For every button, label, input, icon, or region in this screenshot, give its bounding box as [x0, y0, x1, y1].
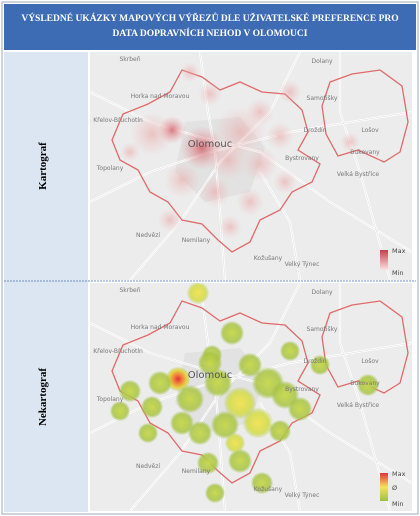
legend-scale	[380, 250, 388, 270]
city-label: Olomouc	[188, 370, 232, 381]
place-label: Nemilany	[182, 468, 211, 475]
place-label: Kožušany	[254, 486, 283, 493]
heat-spot	[119, 380, 141, 402]
place-label: Skrbeň	[119, 287, 140, 294]
map-area: Skrbeň Horka nad Moravou Dolany Samotišky Kř…	[90, 52, 412, 280]
map-panel: Skrbeň Horka nad Moravou Dolany Samotišky Kř…	[90, 52, 412, 280]
row-label: Kartograf	[37, 142, 49, 190]
place-label: Bystrovany	[285, 155, 319, 162]
place-label: Křelov-Břuchotín	[93, 348, 143, 355]
heat-spot	[204, 369, 232, 397]
heat-spot	[180, 62, 200, 82]
heat-spot	[340, 132, 360, 152]
heat-spot	[228, 449, 252, 473]
heat-spot	[225, 433, 245, 453]
heat-spot	[130, 112, 174, 156]
heat-spot	[205, 483, 225, 503]
place-label: Nedvězí	[136, 463, 160, 470]
heat-spot	[220, 321, 244, 345]
place-label: Bukovany	[350, 380, 380, 387]
heat-spot	[199, 176, 231, 208]
title: VÝSLEDNÉ UKÁZKY MAPOVÝCH VÝŘEZŮ DLE UŽIV…	[21, 11, 398, 39]
road-edge	[90, 322, 412, 484]
legend-label: Min	[392, 269, 404, 277]
place-label: Dolany	[312, 289, 333, 296]
place-label: Kožušany	[254, 255, 283, 262]
heat-spot	[224, 387, 256, 419]
place-label: Nemilany	[182, 237, 211, 244]
legend-scale	[380, 473, 388, 501]
legend-label: Max	[392, 470, 406, 478]
heat-spot	[110, 401, 130, 421]
heat-spot	[148, 371, 172, 395]
road-edge	[339, 283, 391, 511]
heat-spot	[197, 452, 219, 474]
place-label: Nedvězí	[136, 232, 160, 239]
heat-spot	[280, 341, 300, 361]
row-label: Nekartograf	[37, 368, 49, 426]
heat-spot	[188, 421, 212, 445]
legend-label: Min	[392, 500, 404, 508]
place-label: Lošov	[361, 127, 379, 134]
district-boundary	[321, 69, 409, 163]
heat-spot	[288, 397, 312, 421]
heat-spot	[357, 374, 379, 396]
place-label: Lošov	[361, 358, 379, 365]
map-panel: Skrbeň Horka nad Moravou Dolany Samotišky Kř…	[90, 283, 412, 511]
place-label: Droždín	[303, 358, 326, 365]
place-label: Velká Bystřice	[337, 171, 380, 178]
heat-spot	[236, 188, 264, 216]
heat-spot	[310, 355, 330, 375]
heat-spot	[211, 411, 239, 439]
heat-spot	[138, 423, 158, 443]
place-label: Horka nad Moravou	[131, 93, 190, 100]
place-label: Samotišky	[307, 326, 338, 333]
heat-spot	[218, 215, 242, 239]
heat-spot	[170, 411, 194, 435]
legend-label: Max	[392, 247, 406, 255]
heat-spot	[238, 353, 262, 377]
place-label: Křelov-Břuchotín	[93, 117, 143, 124]
heat-spot	[166, 367, 190, 391]
heat-spot	[187, 283, 209, 304]
heat-spot	[246, 98, 274, 126]
place-label: Horka nad Moravou	[131, 324, 190, 331]
heat-spot	[243, 408, 273, 438]
heat-spot	[176, 385, 204, 413]
place-label: Droždín	[303, 127, 326, 134]
heat-spot	[120, 142, 140, 162]
heat-spot	[208, 140, 248, 180]
heat-spot	[266, 122, 294, 150]
legend-label: Ø	[392, 484, 397, 492]
heat-spot	[198, 351, 222, 375]
place-label: Topolany	[96, 165, 124, 172]
place-label: Dolany	[312, 58, 333, 65]
place-label: Topolany	[96, 396, 124, 403]
heat-spot	[164, 162, 200, 198]
heat-spot	[251, 472, 273, 494]
place-label: Velký Týnec	[285, 261, 320, 268]
heat-spot	[242, 146, 278, 182]
place-label: Velká Bystřice	[337, 402, 380, 409]
place-label: Bukovany	[350, 149, 380, 156]
road-edge	[259, 171, 301, 280]
city-label: Olomouc	[188, 139, 232, 150]
place-label: Velký Týnec	[285, 492, 320, 499]
place-label: Skrbeň	[119, 56, 140, 63]
label-column	[4, 52, 88, 512]
heat-spot	[141, 396, 163, 418]
heat-spot	[198, 82, 222, 106]
heat-spot	[278, 80, 302, 104]
heat-spot	[269, 420, 291, 442]
title-bar	[4, 4, 416, 50]
heat-spot	[273, 170, 297, 194]
place-label: Bystrovany	[285, 386, 319, 393]
place-label: Samotišky	[307, 95, 338, 102]
map-area: Skrbeň Horka nad Moravou Dolany Samotišky Kř…	[90, 283, 412, 511]
heat-spot	[158, 208, 182, 232]
